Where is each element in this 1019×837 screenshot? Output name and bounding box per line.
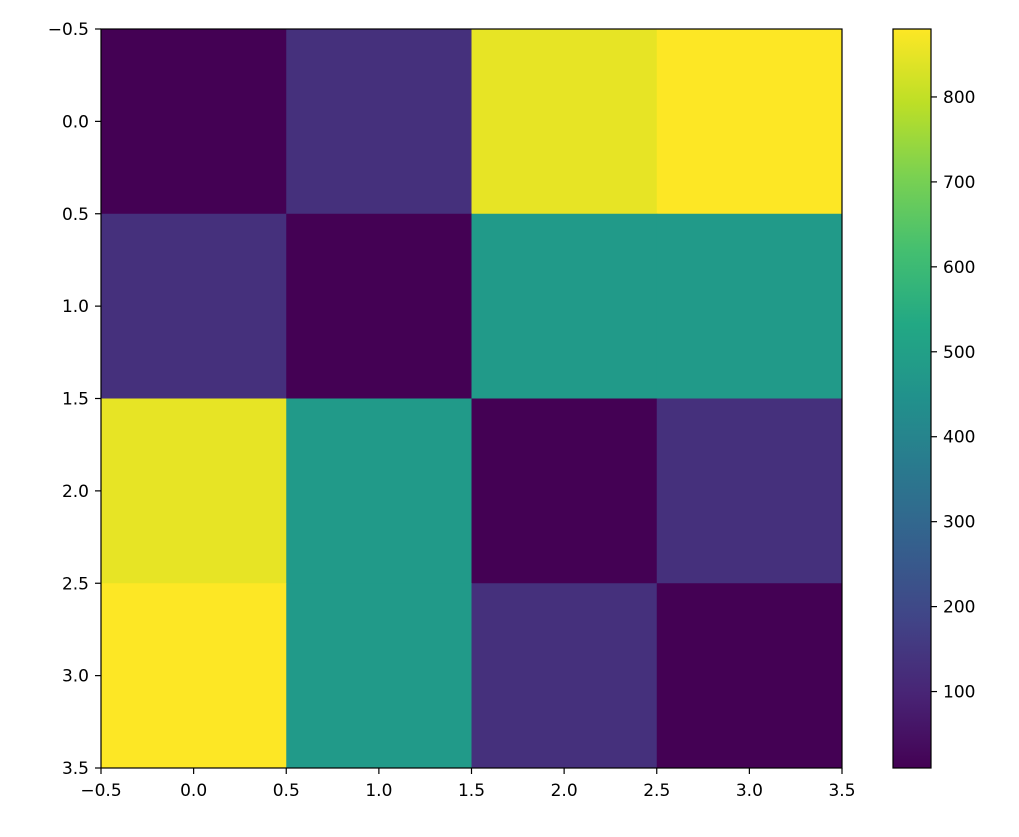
y-tick-label: 2.5 xyxy=(62,574,89,594)
heatmap-cell-r3-c1 xyxy=(286,583,472,769)
heatmap-cell-r2-c3 xyxy=(656,398,843,584)
colorbar: 100 200 300 400 500 600 700 800 xyxy=(892,28,975,769)
y-tick-label: 3.0 xyxy=(62,667,89,687)
colorbar-gradient xyxy=(892,28,932,769)
x-tick-label: 3.0 xyxy=(736,781,763,801)
y-tick-label: 1.5 xyxy=(62,390,89,410)
x-axis: −0.5 0.0 0.5 1.0 1.5 2.0 2.5 3.0 3.5 xyxy=(80,768,856,801)
colorbar-tick-label: 400 xyxy=(943,428,975,448)
y-tick-label: 1.0 xyxy=(62,297,89,317)
heatmap-cell-r3-c2 xyxy=(471,583,658,769)
x-tick-label: 0.5 xyxy=(273,781,300,801)
heatmap-cell-r3-c3 xyxy=(656,583,843,769)
heatmap-cell-r0-c0 xyxy=(101,29,287,215)
colorbar-tick-label: 600 xyxy=(943,258,975,278)
heatmap-cell-r1-c1 xyxy=(286,213,472,399)
x-tick-label: 2.5 xyxy=(643,781,670,801)
colorbar-tick-label: 200 xyxy=(943,598,975,618)
colorbar-tick-label: 500 xyxy=(943,343,975,363)
heatmap-cell-r1-c0 xyxy=(101,213,287,399)
heatmap-cell-r0-c2 xyxy=(471,29,658,215)
heatmap-cell-r0-c3 xyxy=(656,29,843,215)
colorbar-tick-label: 100 xyxy=(943,683,975,703)
x-tick-label: −0.5 xyxy=(80,781,121,801)
y-tick-label: 2.0 xyxy=(62,482,89,502)
heatmap-cell-r2-c0 xyxy=(101,398,287,584)
heatmap-cell-r1-c2 xyxy=(471,213,658,399)
x-tick-label: 3.5 xyxy=(828,781,855,801)
heatmap-cell-r2-c2 xyxy=(471,398,658,584)
heatmap-cell-r0-c1 xyxy=(286,29,472,215)
heatmap-cells xyxy=(101,29,843,769)
y-tick-label: 0.0 xyxy=(62,112,89,132)
y-tick-label: 3.5 xyxy=(62,759,89,779)
heatmap-cell-r1-c3 xyxy=(656,213,843,399)
x-tick-label: 1.5 xyxy=(458,781,485,801)
y-axis: −0.5 0.0 0.5 1.0 1.5 2.0 2.5 3.0 3.5 xyxy=(48,20,101,779)
heatmap-cell-r2-c1 xyxy=(286,398,472,584)
y-tick-label: −0.5 xyxy=(48,20,89,40)
x-tick-label: 0.0 xyxy=(180,781,207,801)
heatmap-cell-r3-c0 xyxy=(101,583,287,769)
colorbar-tick-label: 700 xyxy=(943,173,975,193)
colorbar-tick-label: 800 xyxy=(943,88,975,108)
x-tick-label: 1.0 xyxy=(365,781,392,801)
colorbar-tick-label: 300 xyxy=(943,513,975,533)
y-tick-label: 0.5 xyxy=(62,205,89,225)
x-tick-label: 2.0 xyxy=(551,781,578,801)
